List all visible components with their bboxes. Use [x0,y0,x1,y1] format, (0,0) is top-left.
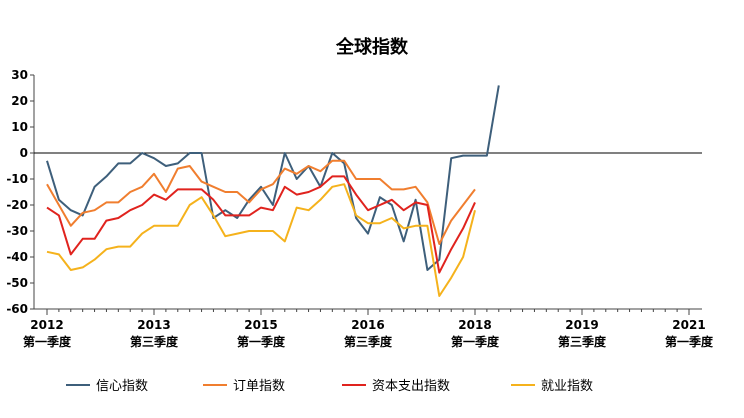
series-line-3 [46,175,476,274]
x-tick-label-quarter: 第三季度 [344,334,393,349]
legend-label-2: 订单指数 [233,379,285,394]
x-tick-label-year: 2019 [565,318,598,332]
x-tick-label-quarter: 第一季度 [237,334,286,349]
y-tick-label: 30 [11,68,28,82]
x-tick-label-quarter: 第一季度 [451,334,500,349]
series-line-4 [46,183,476,297]
series-line-1 [46,85,500,271]
x-tick-label-quarter: 第一季度 [665,334,714,349]
chart-legend: 信心指数 订单指数 资本支出指数 就业指数 [66,379,593,394]
y-tick-label: 10 [11,120,28,134]
y-tick-label: -40 [6,250,28,264]
x-tick-label-quarter: 第三季度 [130,334,179,349]
x-tick-label-quarter: 第三季度 [558,334,607,349]
x-tick-label-year: 2021 [672,318,705,332]
x-tick-label-year: 2018 [458,318,491,332]
y-tick-label: -30 [6,224,28,238]
x-tick-label-quarter: 第一季度 [23,334,72,349]
x-tick-label-year: 2013 [137,318,170,332]
y-tick-label: -50 [6,276,28,290]
x-tick-label-year: 2016 [351,318,384,332]
legend-label-3: 资本支出指数 [372,379,450,394]
y-tick-label: -60 [6,302,28,316]
y-tick-label: 0 [20,146,28,160]
y-tick-label: -10 [6,172,28,186]
chart-title: 全球指数 [336,37,408,58]
x-tick-label-year: 2015 [244,318,277,332]
legend-label-4: 就业指数 [541,379,593,394]
legend-label-1: 信心指数 [96,379,148,394]
series-line-2 [46,159,476,245]
series-layer [46,85,500,297]
y-tick-label: -20 [6,198,28,212]
y-tick-label: 20 [11,94,28,108]
x-tick-label-year: 2012 [30,318,63,332]
